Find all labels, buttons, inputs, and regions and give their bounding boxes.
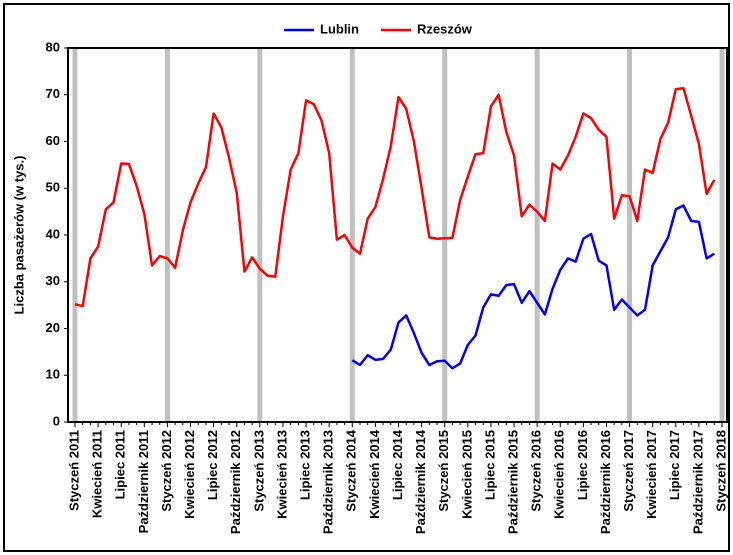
x-tick-label: Kwiecień 2017 xyxy=(644,430,659,519)
y-tick-label: 0 xyxy=(53,413,60,428)
x-tick-label: Październik 2017 xyxy=(690,430,705,534)
y-tick-label: 70 xyxy=(46,86,60,101)
x-tick-label: Styczeń 2012 xyxy=(159,430,174,512)
y-axis-label: Liczba pasażerów (w tys.) xyxy=(11,156,26,315)
x-tick-label: Lipiec 2011 xyxy=(113,430,128,499)
x-tick-label: Październik 2012 xyxy=(228,430,243,534)
x-tick-label: Październik 2016 xyxy=(598,430,613,534)
outer-border xyxy=(3,3,730,552)
x-tick-label: Styczeń 2011 xyxy=(66,430,81,511)
x-tick-label: Styczeń 2015 xyxy=(436,430,451,512)
plot-frame xyxy=(67,47,728,423)
y-tick-label: 10 xyxy=(46,367,60,382)
y-tick-label: 30 xyxy=(46,273,60,288)
x-tick-label: Styczeń 2016 xyxy=(529,430,544,512)
x-tick-label: Lipiec 2016 xyxy=(575,430,590,500)
x-tick-label: Lipiec 2012 xyxy=(205,430,220,500)
y-tick-label: 80 xyxy=(46,39,60,54)
legend-label: Rzeszów xyxy=(417,21,473,36)
y-tick-label: 20 xyxy=(46,320,60,335)
x-tick-label: Kwiecień 2012 xyxy=(182,430,197,519)
y-tick-label: 60 xyxy=(46,133,60,148)
x-tick-label: Lipiec 2017 xyxy=(667,430,682,500)
y-tick-label: 50 xyxy=(46,180,60,195)
x-tick-label: Styczeń 2018 xyxy=(713,430,728,512)
x-tick-label: Kwiecień 2013 xyxy=(274,430,289,519)
line-series xyxy=(351,204,715,370)
x-tick-label: Październik 2013 xyxy=(321,430,336,534)
y-tick-label: 40 xyxy=(46,226,60,241)
x-tick-label: Kwiecień 2016 xyxy=(552,430,567,519)
x-tick-label: Styczeń 2017 xyxy=(621,430,636,512)
x-tick-label: Styczeń 2014 xyxy=(344,429,359,511)
x-tick-label: Styczeń 2013 xyxy=(251,430,266,512)
x-tick-label: Lipiec 2014 xyxy=(390,429,405,500)
x-tick-label: Kwiecień 2014 xyxy=(367,429,382,519)
line-series xyxy=(74,86,716,308)
x-tick-label: Październik 2014 xyxy=(413,429,428,534)
x-tick-label: Lipiec 2015 xyxy=(482,430,497,500)
x-tick-label: Lipiec 2013 xyxy=(298,430,313,500)
x-tick-label: Październik 2011 xyxy=(136,430,151,533)
x-tick-label: Październik 2015 xyxy=(505,430,520,534)
x-tick-label: Kwiecień 2015 xyxy=(459,430,474,519)
legend-label: Lublin xyxy=(320,21,359,36)
x-tick-label: Kwiecień 2011 xyxy=(90,430,105,518)
